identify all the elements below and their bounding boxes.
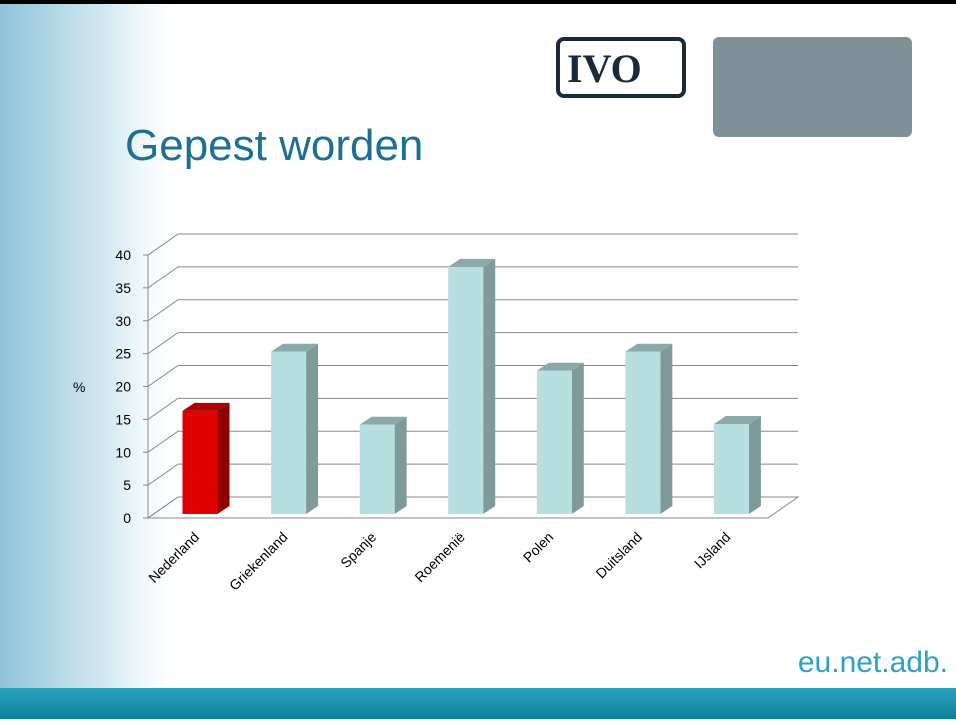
y-tick-label: 5 (123, 477, 131, 493)
y-tick-label: 20 (115, 379, 131, 395)
slide: IVO Gepest worden % eu.net.adb. 0 5 10 15 20… (0, 0, 956, 719)
bottom-band (0, 688, 956, 719)
y-tick-label: 35 (115, 280, 131, 296)
bar (714, 416, 761, 514)
ivo-logo: IVO (558, 39, 684, 96)
bar (537, 363, 584, 514)
bar-side (660, 344, 672, 514)
bar-front (271, 352, 306, 514)
photo (713, 37, 912, 137)
top-border (0, 0, 956, 4)
bar-front (625, 352, 660, 514)
bar-side (306, 344, 318, 514)
y-tick-label: 0 (123, 510, 131, 526)
bar (360, 417, 407, 514)
bar (448, 259, 495, 514)
bar-side (749, 416, 761, 514)
bar (271, 344, 318, 514)
y-tick-label: 30 (115, 313, 131, 329)
y-tick-label: 25 (115, 346, 131, 362)
bar-front (537, 371, 572, 514)
slide-title: Gepest worden (125, 121, 423, 170)
bar-side (395, 417, 407, 514)
bar (625, 344, 672, 514)
bar-front (714, 424, 749, 514)
y-tick-label: 10 (115, 444, 131, 460)
bar-side (218, 403, 230, 514)
bar-side (483, 259, 495, 514)
y-axis-label: % (73, 379, 85, 395)
y-tick-label: 15 (115, 411, 131, 427)
bar-side (572, 363, 584, 514)
bar (183, 403, 230, 514)
keyboard-decoration (0, 0, 190, 690)
y-tick-label: 40 (115, 247, 131, 263)
bar-front (448, 267, 483, 514)
bar-front (183, 411, 218, 514)
logo-text: IVO (567, 46, 642, 91)
bar-front (360, 425, 395, 514)
logo-right: eu.net.adb. (798, 646, 948, 679)
